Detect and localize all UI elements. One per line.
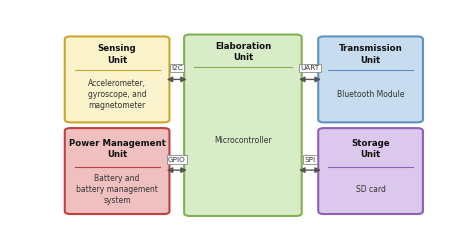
Text: UART: UART xyxy=(300,65,319,71)
Text: Battery and
battery management
system: Battery and battery management system xyxy=(76,174,158,205)
Text: Elaboration
Unit: Elaboration Unit xyxy=(215,42,271,62)
Text: GPIO: GPIO xyxy=(168,157,186,163)
Text: Sensing
Unit: Sensing Unit xyxy=(98,44,137,64)
Text: Transmission
Unit: Transmission Unit xyxy=(339,44,402,64)
FancyBboxPatch shape xyxy=(65,128,170,214)
FancyBboxPatch shape xyxy=(318,36,423,122)
Text: Accelerometer,
gyroscope, and
magnetometer: Accelerometer, gyroscope, and magnetomet… xyxy=(88,79,146,110)
Text: I2C: I2C xyxy=(171,65,182,71)
FancyBboxPatch shape xyxy=(184,34,301,216)
Text: Power Management
Unit: Power Management Unit xyxy=(69,139,165,159)
FancyBboxPatch shape xyxy=(65,36,170,122)
Text: Microcontroller: Microcontroller xyxy=(214,136,272,145)
Text: SD card: SD card xyxy=(356,185,385,194)
Text: Bluetooth Module: Bluetooth Module xyxy=(337,90,404,99)
Text: Storage
Unit: Storage Unit xyxy=(351,139,390,159)
FancyBboxPatch shape xyxy=(318,128,423,214)
Text: SPI: SPI xyxy=(304,157,315,163)
